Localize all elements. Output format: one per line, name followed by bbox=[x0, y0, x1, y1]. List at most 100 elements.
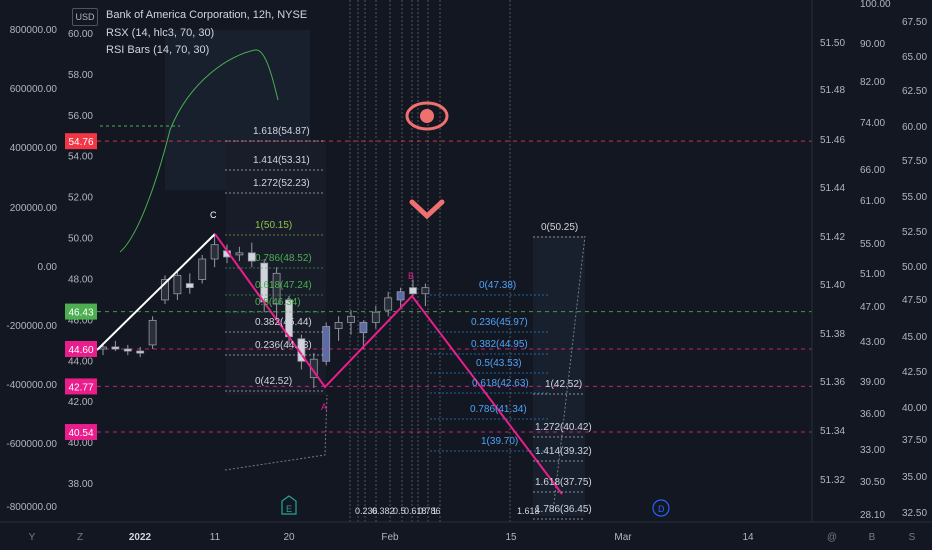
right-axis-c-label: 40.00 bbox=[902, 403, 927, 414]
time-fib-label: 1.618 bbox=[517, 506, 540, 516]
time-fib-label: 0.618 bbox=[404, 506, 427, 516]
fib-up-label: 1.618(54.87) bbox=[253, 126, 310, 137]
right-axis-c-label: 67.50 bbox=[902, 17, 927, 28]
indicator-rsx-label[interactable]: RSX (14, hlc3, 70, 30) bbox=[106, 27, 215, 39]
event-marker-label: D bbox=[658, 504, 665, 514]
price-tag bbox=[65, 424, 97, 441]
price-axis-label: 42.00 bbox=[68, 397, 93, 408]
fib-up-label: 0.5(46.34) bbox=[255, 297, 301, 308]
fib-up-label: 0(42.52) bbox=[255, 376, 292, 387]
price-axis-label: 56.00 bbox=[68, 111, 93, 122]
candle-body bbox=[272, 272, 281, 305]
candle-body bbox=[334, 322, 343, 329]
candle-body bbox=[136, 350, 145, 354]
price-axis-label: 60.00 bbox=[68, 29, 93, 40]
right-axis-a-label: 51.34 bbox=[820, 426, 845, 437]
price-tag bbox=[65, 303, 97, 320]
fib-up-label: 0.618(47.24) bbox=[255, 280, 312, 291]
fib-ext-label: 1(42.52) bbox=[545, 379, 582, 390]
fib-up-label: 0.382(45.44) bbox=[255, 317, 312, 328]
candle-body bbox=[111, 346, 120, 350]
price-axis-label: 38.00 bbox=[68, 479, 93, 490]
right-axis-a-label: 51.32 bbox=[820, 475, 845, 486]
fib-down-label: 0.786(41.34) bbox=[470, 404, 527, 415]
candle-body bbox=[185, 283, 194, 289]
fib-ext-label: 1.414(39.32) bbox=[535, 446, 592, 457]
right-axis-a-label: 51.50 bbox=[820, 38, 845, 49]
right-axis-c-label: 42.50 bbox=[902, 367, 927, 378]
candle-body bbox=[347, 315, 355, 323]
right-axis-c-label: 55.00 bbox=[902, 192, 927, 203]
pattern-label-c: C bbox=[210, 210, 217, 220]
candle-body bbox=[247, 252, 256, 262]
currency-badge[interactable]: USD bbox=[72, 8, 98, 26]
candle-body bbox=[161, 279, 169, 301]
price-axis-label: 48.00 bbox=[68, 274, 93, 285]
time-fib-label: 0.382 bbox=[372, 506, 395, 516]
right-axis-a-label: 51.46 bbox=[820, 135, 845, 146]
price-axis-label: 46.00 bbox=[68, 315, 93, 326]
right-axis-a-label: 51.40 bbox=[820, 280, 845, 291]
axis-scale-button[interactable]: B bbox=[869, 532, 876, 543]
candle-body bbox=[359, 322, 368, 334]
right-axis-b-label: 33.00 bbox=[860, 445, 885, 456]
fib-down-label: 0.236(45.97) bbox=[471, 317, 528, 328]
right-axis-a-label: 51.42 bbox=[820, 232, 845, 243]
right-axis-b-label: 90.00 bbox=[860, 39, 885, 50]
left-axis-label: 0.00 bbox=[38, 262, 58, 273]
right-axis-b-label: 30.50 bbox=[860, 477, 885, 488]
candle-body bbox=[322, 326, 331, 362]
axis-scale-button[interactable]: S bbox=[909, 532, 916, 543]
abc-pattern-line bbox=[214, 233, 563, 495]
price-tag-label: 54.76 bbox=[68, 137, 93, 148]
right-axis-b-label: 74.00 bbox=[860, 118, 885, 129]
right-axis-b-label: 39.00 bbox=[860, 377, 885, 388]
left-axis-label: 800000.00 bbox=[10, 25, 58, 36]
right-axis-c-label: 52.50 bbox=[902, 227, 927, 238]
right-axis-b-label: 36.00 bbox=[860, 409, 885, 420]
pattern-label-b: B bbox=[408, 271, 414, 281]
price-tag-label: 40.54 bbox=[68, 428, 93, 439]
right-axis-c-label: 62.50 bbox=[902, 86, 927, 97]
time-axis-label: 2022 bbox=[129, 532, 152, 543]
chart-title: Bank of America Corporation, 12h, NYSE bbox=[106, 9, 308, 21]
right-axis-c-label: 50.00 bbox=[902, 262, 927, 273]
axis-scale-button[interactable]: Y bbox=[29, 532, 36, 543]
right-axis-c-label: 60.00 bbox=[902, 122, 927, 133]
left-axis-label: -600000.00 bbox=[6, 439, 57, 450]
time-axis-label: 20 bbox=[283, 532, 295, 543]
fib-down-label: 0(47.38) bbox=[479, 280, 516, 291]
right-axis-b-label: 100.00 bbox=[860, 0, 891, 10]
price-tag-label: 44.60 bbox=[68, 345, 93, 356]
candle-body bbox=[123, 348, 132, 352]
right-axis-a-label: 51.38 bbox=[820, 329, 845, 340]
price-axis-label: 44.00 bbox=[68, 356, 93, 367]
dividend-marker bbox=[652, 499, 670, 517]
eye-icon bbox=[405, 101, 449, 131]
left-axis-label: 200000.00 bbox=[10, 203, 58, 214]
price-tag bbox=[65, 133, 97, 150]
axis-scale-button[interactable]: @ bbox=[827, 532, 837, 543]
event-marker-label: E bbox=[286, 504, 292, 514]
candle-body bbox=[235, 252, 244, 256]
fib-up-label: 1(50.15) bbox=[255, 220, 292, 231]
price-tag-label: 42.77 bbox=[68, 382, 93, 393]
price-axis-label: 54.00 bbox=[68, 152, 93, 163]
left-axis-label: 400000.00 bbox=[10, 143, 58, 154]
right-axis-c-label: 57.50 bbox=[902, 156, 927, 167]
time-axis-label: Feb bbox=[381, 532, 399, 543]
time-axis-label: Mar bbox=[614, 532, 632, 543]
price-tag-label: 46.43 bbox=[68, 308, 93, 319]
time-fib-label: 1 bbox=[432, 506, 437, 516]
left-axis-label: 600000.00 bbox=[10, 84, 58, 95]
axis-scale-button[interactable]: Z bbox=[77, 532, 83, 543]
candle-body bbox=[148, 319, 157, 346]
right-axis-c-label: 37.50 bbox=[902, 435, 927, 446]
right-axis-b-label: 61.00 bbox=[860, 196, 885, 207]
price-axis-label: 40.00 bbox=[68, 438, 93, 449]
pattern-label-a: A bbox=[321, 402, 327, 412]
candle-body bbox=[371, 311, 380, 323]
indicator-rsi-bars-label[interactable]: RSI Bars (14, 70, 30) bbox=[106, 44, 210, 56]
fib-ext-label: 1.786(36.45) bbox=[535, 504, 592, 515]
